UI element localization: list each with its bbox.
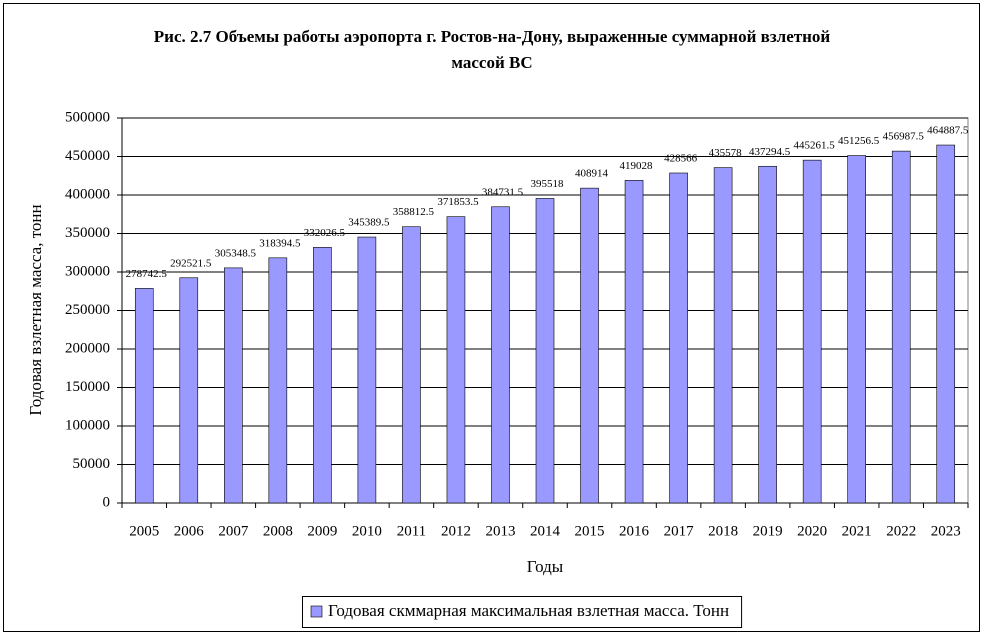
data-label: 332026.5 [304, 227, 346, 239]
bar [491, 206, 510, 504]
x-tick-label: 2023 [931, 523, 961, 539]
y-tick-label: 100000 [65, 417, 110, 433]
data-label: 371853.5 [437, 196, 479, 208]
bar [624, 180, 644, 504]
data-label: 437294.5 [749, 146, 791, 158]
x-tick-label: 2017 [664, 523, 695, 539]
bar [580, 187, 599, 504]
y-tick-label: 450000 [65, 148, 110, 164]
legend-label: Годовая скммарная максимальная взлетная … [328, 601, 729, 620]
x-tick-label: 2010 [352, 523, 382, 539]
data-label: 292521.5 [170, 257, 212, 269]
x-tick-label: 2011 [397, 523, 426, 539]
data-label: 419028 [620, 160, 654, 172]
data-label: 408914 [575, 168, 609, 180]
data-label: 464887.5 [927, 125, 969, 137]
y-tick-label: 0 [103, 494, 111, 510]
y-tick-label: 50000 [73, 456, 111, 472]
y-axis-label: Годовая взлетная масса, тонн [26, 204, 45, 415]
x-tick-label: 2006 [174, 523, 205, 539]
x-tick-label: 2020 [797, 523, 827, 539]
y-tick-label: 300000 [65, 263, 110, 279]
y-tick-label: 500000 [65, 109, 110, 125]
data-label: 428566 [664, 153, 698, 165]
x-axis-label: Годы [527, 557, 564, 576]
bar [802, 159, 822, 504]
x-tick-label: 2021 [842, 523, 872, 539]
x-tick-label: 2015 [575, 523, 605, 539]
data-label: 318394.5 [259, 237, 301, 249]
data-label: 384731.5 [482, 186, 524, 198]
bar [758, 165, 777, 504]
x-tick-label: 2014 [530, 523, 561, 539]
bar [847, 155, 866, 504]
y-tick-label: 350000 [65, 225, 110, 241]
bar [936, 144, 956, 504]
bar [224, 267, 243, 504]
data-label: 345389.5 [348, 217, 390, 229]
y-tick-label: 150000 [65, 379, 110, 395]
bar [535, 198, 555, 504]
data-label: 305348.5 [215, 247, 257, 259]
bar [357, 236, 377, 504]
bar [402, 226, 421, 504]
data-label: 395518 [531, 178, 565, 190]
bar [446, 216, 466, 504]
x-tick-label: 2013 [485, 523, 515, 539]
bar [268, 257, 288, 504]
x-tick-label: 2009 [307, 523, 337, 539]
x-tick-label: 2005 [129, 523, 159, 539]
data-label: 278742.5 [126, 268, 168, 280]
x-tick-label: 2016 [619, 523, 650, 539]
x-tick-label: 2018 [708, 523, 738, 539]
bar [891, 150, 911, 504]
data-label: 358812.5 [393, 206, 435, 218]
data-label: 435578 [709, 147, 743, 159]
x-tick-label: 2019 [753, 523, 783, 539]
legend: Годовая скммарная максимальная взлетная … [302, 596, 743, 628]
chart-title: Рис. 2.7 Объемы работы аэропорта г. Рост… [153, 27, 831, 72]
data-label: 451256.5 [838, 135, 880, 147]
x-tick-label: 2022 [886, 523, 916, 539]
y-tick-label: 200000 [65, 340, 110, 356]
bar [713, 167, 733, 504]
bar [179, 277, 199, 504]
y-tick-label: 400000 [65, 186, 110, 202]
legend-box [302, 596, 743, 628]
bar [669, 172, 688, 504]
x-tick-label: 2012 [441, 523, 471, 539]
x-tick-label: 2008 [263, 523, 293, 539]
data-label: 445261.5 [794, 140, 836, 152]
bar [313, 247, 332, 504]
legend-swatch [310, 605, 323, 618]
x-tick-label: 2007 [218, 523, 249, 539]
bar [134, 288, 154, 504]
y-tick-label: 250000 [65, 302, 110, 318]
data-label: 456987.5 [883, 131, 925, 143]
